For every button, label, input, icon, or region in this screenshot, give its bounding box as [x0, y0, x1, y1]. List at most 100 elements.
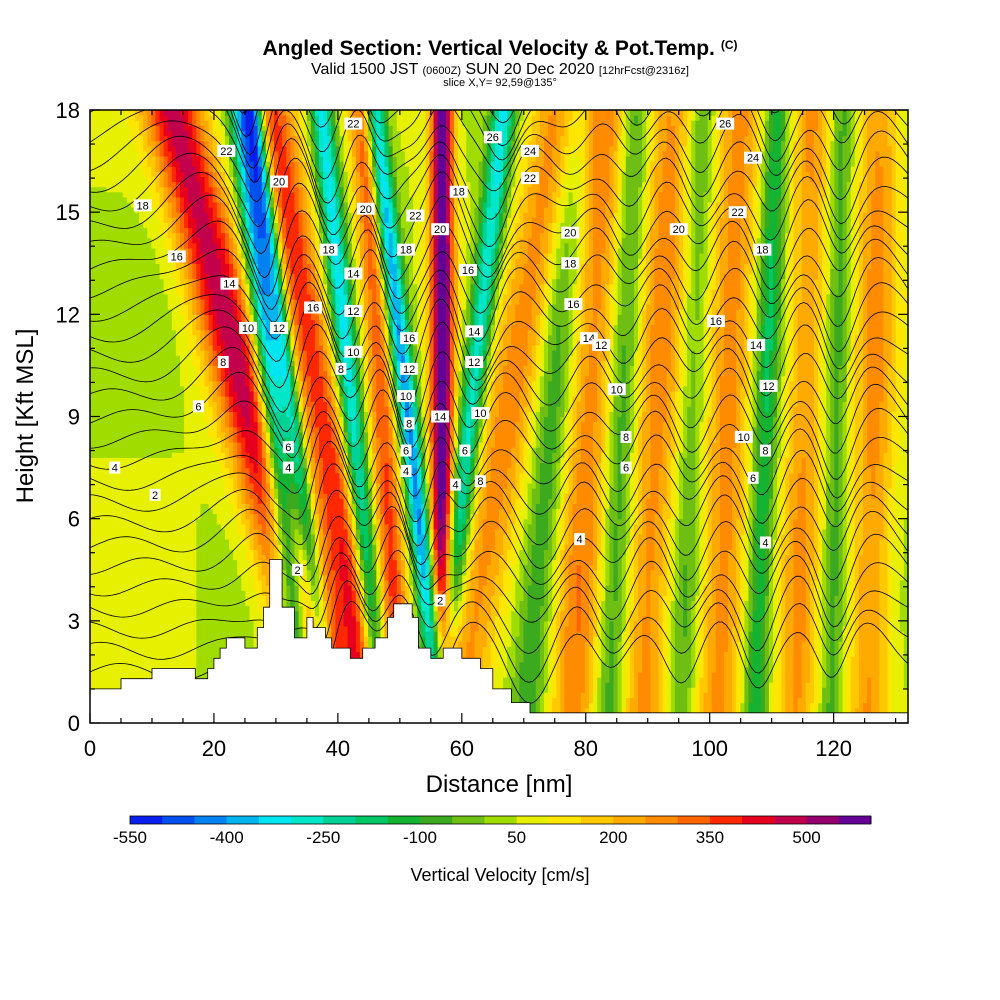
theta-label: 18 [561, 257, 579, 270]
colorbar-swatch [420, 816, 453, 824]
colorbar-tick-label: -250 [306, 828, 340, 847]
theta-label: 26 [484, 131, 502, 144]
theta-label: 20 [270, 176, 288, 189]
theta-label: 4 [283, 462, 294, 475]
theta-label: 20 [357, 203, 375, 216]
theta-label: 22 [406, 210, 424, 223]
colorbar-swatch [581, 816, 614, 824]
colorbar-swatch [162, 816, 195, 824]
theta-label: 24 [521, 145, 539, 158]
theta-label: 6 [283, 441, 294, 454]
y-tick-label: 0 [68, 711, 80, 736]
colorbar-tick-label: -550 [113, 828, 147, 847]
theta-label: 22 [521, 172, 539, 185]
colorbar-swatch [613, 816, 646, 824]
theta-label: 22 [344, 118, 362, 131]
colorbar-swatch [807, 816, 840, 824]
theta-label: 22 [217, 145, 235, 158]
theta-label: 16 [304, 302, 322, 315]
theta-label: 14 [344, 267, 362, 280]
colorbar-swatch [549, 816, 582, 824]
theta-label: 8 [760, 445, 771, 458]
theta-label: 16 [400, 332, 418, 345]
theta-label: 8 [218, 356, 229, 369]
x-tick-label: 120 [815, 736, 852, 761]
colorbar-tick-label: 50 [507, 828, 526, 847]
theta-label: 6 [748, 472, 759, 485]
colorbar-swatch [742, 816, 775, 824]
theta-label: 10 [735, 431, 753, 444]
theta-label: 8 [404, 417, 415, 430]
colorbar-swatch [130, 816, 163, 824]
y-tick-label: 12 [56, 302, 80, 327]
theta-label: 14 [220, 278, 238, 291]
y-tick-label: 3 [68, 609, 80, 634]
theta-label: 12 [592, 339, 610, 352]
theta-label: 2 [292, 564, 303, 577]
x-tick-label: 80 [574, 736, 598, 761]
theta-label: 12 [270, 322, 288, 335]
theta-label: 16 [564, 298, 582, 311]
colorbar-label: Vertical Velocity [cm/s] [410, 865, 589, 885]
colorbar-swatch [710, 816, 743, 824]
theta-label: 4 [574, 533, 585, 546]
theta-label: 4 [401, 465, 412, 478]
colorbar-tick-label: -400 [210, 828, 244, 847]
colorbar-swatch [323, 816, 356, 824]
theta-label: 18 [450, 186, 468, 199]
theta-label: 6 [193, 400, 204, 413]
colorbar-swatch [774, 816, 807, 824]
theta-label: 4 [450, 479, 461, 492]
theta-label: 8 [621, 431, 632, 444]
theta-label: 24 [744, 152, 762, 165]
y-tick-label: 15 [56, 200, 80, 225]
colorbar-swatch [291, 816, 324, 824]
y-axis-label: Height [Kft MSL] [12, 329, 39, 504]
theta-label: 20 [431, 223, 449, 236]
theta-label: 6 [621, 462, 632, 475]
theta-label: 26 [716, 118, 734, 131]
cross-section-chart: 2468101416182212642201618810121420221612… [0, 0, 1000, 1000]
colorbar-tick-label: 500 [792, 828, 820, 847]
theta-label: 18 [134, 199, 152, 212]
theta-label: 20 [670, 223, 688, 236]
theta-label: 10 [344, 346, 362, 359]
colorbar-swatch [388, 816, 421, 824]
colorbar-tick-label: -100 [403, 828, 437, 847]
theta-label: 8 [475, 475, 486, 488]
theta-label: 6 [401, 445, 412, 458]
theta-label: 12 [344, 305, 362, 318]
x-tick-label: 60 [450, 736, 474, 761]
theta-label: 10 [239, 322, 257, 335]
colorbar-swatch [452, 816, 485, 824]
theta-label: 10 [397, 390, 415, 403]
x-axis-label: Distance [nm] [426, 771, 573, 798]
theta-label: 14 [465, 325, 483, 338]
theta-label: 18 [397, 244, 415, 257]
colorbar-swatch [517, 816, 550, 824]
theta-label: 10 [608, 383, 626, 396]
theta-label: 14 [431, 411, 449, 424]
y-tick-label: 9 [68, 405, 80, 430]
colorbar-swatch [678, 816, 711, 824]
colorbar-swatch [227, 816, 260, 824]
theta-label: 18 [753, 244, 771, 257]
y-tick-label: 6 [68, 507, 80, 532]
colorbar-swatch [259, 816, 292, 824]
colorbar-swatch [356, 816, 389, 824]
colorbar-swatch [645, 816, 678, 824]
colorbar-swatch [839, 816, 872, 824]
theta-label: 12 [465, 356, 483, 369]
theta-label: 10 [471, 407, 489, 420]
theta-label: 4 [109, 462, 120, 475]
theta-label: 2 [435, 594, 446, 607]
theta-label: 14 [747, 339, 765, 352]
theta-label: 16 [707, 315, 725, 328]
theta-label: 8 [335, 363, 346, 376]
theta-label: 4 [760, 537, 771, 550]
colorbar: -550 -400 -250 -100 50 200 350 500 [113, 816, 872, 847]
colorbar-tick-label: 350 [696, 828, 724, 847]
x-tick-label: 100 [691, 736, 728, 761]
theta-label: 6 [459, 445, 470, 458]
theta-label: 22 [729, 206, 747, 219]
